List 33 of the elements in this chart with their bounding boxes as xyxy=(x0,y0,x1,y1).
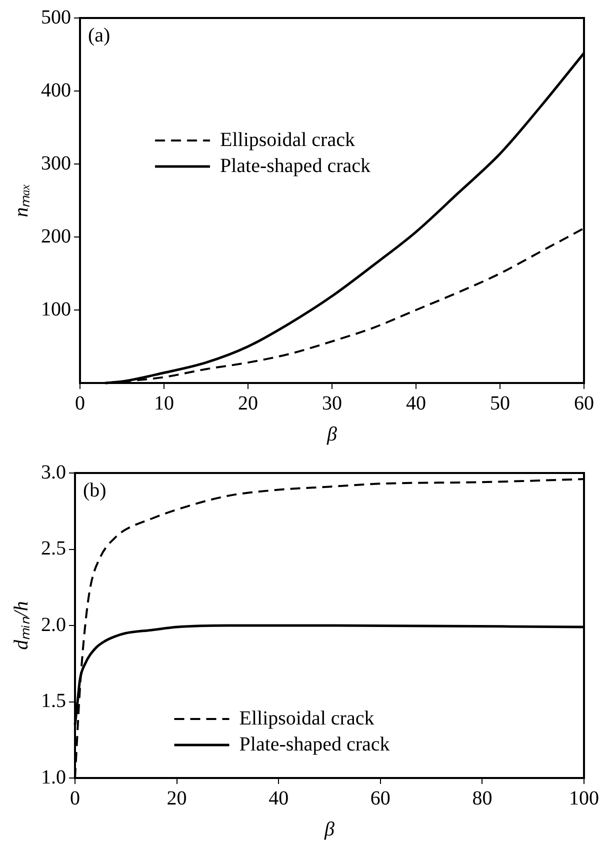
legend-label: Ellipsoidal crack xyxy=(220,128,355,151)
y-tick-label: 400 xyxy=(41,79,71,102)
y-tick-label: 2.5 xyxy=(41,538,66,560)
x-tick-label: 100 xyxy=(569,787,599,810)
y-axis-title: dₘᵢₙ/h xyxy=(10,601,32,650)
legend-label: Ellipsoidal crack xyxy=(239,707,374,730)
x-axis-title: β xyxy=(326,423,338,446)
x-tick-label: 30 xyxy=(322,392,342,414)
x-tick-label: 80 xyxy=(472,787,492,810)
x-tick-label: 20 xyxy=(166,787,187,810)
x-tick-label: 60 xyxy=(574,392,594,414)
x-tick-label: 40 xyxy=(406,392,426,414)
annotation: (b) xyxy=(83,479,106,502)
y-tick-label: 1.5 xyxy=(41,690,66,712)
y-tick-label: 200 xyxy=(41,225,71,248)
legend-label: Plate-shaped crack xyxy=(239,733,390,756)
x-axis-title: β xyxy=(324,818,335,840)
x-tick-label: 20 xyxy=(238,392,258,414)
y-axis-title: nₘₐₓ xyxy=(10,184,32,218)
y-tick-label: 2.0 xyxy=(41,614,66,636)
x-tick-label: 0 xyxy=(70,787,80,810)
annotation: (a) xyxy=(88,24,110,46)
x-tick-label: 0 xyxy=(75,392,85,414)
y-tick-label: 500 xyxy=(41,6,71,28)
y-tick-label: 1.0 xyxy=(41,766,66,788)
legend-label: Plate-shaped crack xyxy=(220,154,370,177)
x-tick-label: 40 xyxy=(268,787,289,810)
x-tick-label: 60 xyxy=(370,787,390,810)
x-tick-label: 10 xyxy=(154,392,174,414)
y-tick-label: 3.0 xyxy=(41,461,66,484)
y-tick-label: 300 xyxy=(41,152,71,174)
x-tick-label: 50 xyxy=(490,392,510,414)
y-tick-label: 100 xyxy=(41,298,71,320)
